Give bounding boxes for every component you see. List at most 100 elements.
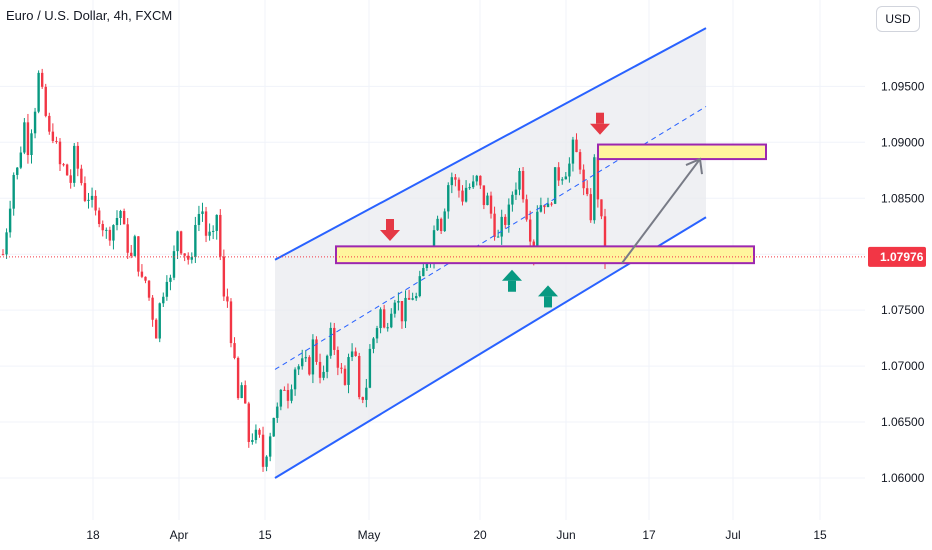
candle-body	[415, 296, 418, 299]
candle-body	[137, 236, 140, 272]
price-tick-label: 1.09000	[881, 135, 925, 149]
date-tick-label: Jul	[725, 528, 740, 542]
candle-body	[69, 175, 72, 183]
candle-body	[561, 179, 564, 181]
candle-body	[400, 301, 404, 322]
candle-body	[297, 366, 300, 370]
candle-body	[500, 216, 503, 237]
candle-body	[254, 429, 258, 441]
date-tick-label: Jun	[556, 528, 575, 542]
candle-body	[40, 72, 44, 87]
candle-body	[293, 369, 297, 390]
candle-body	[147, 280, 151, 298]
candle-body	[318, 361, 322, 378]
arrow-down-shaft	[596, 112, 604, 124]
candle-body	[557, 167, 560, 181]
symbol-title[interactable]: Euro / U.S. Dollar, 4h, FXCM	[6, 8, 173, 23]
candle-body	[179, 231, 183, 254]
candle-body	[361, 397, 364, 400]
candle-body	[101, 223, 104, 231]
candle-body	[443, 211, 446, 232]
date-tick-label: May	[358, 528, 381, 542]
candle-body	[585, 188, 589, 195]
candle-body	[600, 199, 603, 217]
candle-body	[322, 371, 325, 378]
candle-body	[8, 208, 12, 233]
price-tick-label: 1.08500	[881, 191, 925, 205]
arrow-down-head	[380, 230, 400, 242]
candle-body	[536, 211, 539, 257]
candle-body	[211, 230, 215, 232]
candle-body	[23, 122, 26, 153]
candle-body	[404, 297, 407, 322]
candle-body	[115, 218, 119, 226]
candle-body	[582, 169, 585, 189]
candle-body	[578, 152, 582, 170]
date-tick-label: 17	[642, 528, 656, 542]
candle-body	[425, 263, 429, 269]
candle-body	[162, 296, 165, 304]
candle-body	[151, 297, 154, 320]
drawings	[0, 27, 865, 479]
candle-body	[603, 216, 607, 261]
price-tick-label: 1.06500	[881, 415, 925, 429]
candle-body	[133, 236, 136, 257]
currency-button[interactable]: USD	[876, 6, 920, 32]
candle-body	[261, 434, 265, 467]
candle-body	[108, 229, 112, 241]
candle-body	[236, 357, 240, 399]
arrow-up-head	[502, 269, 522, 281]
projection-arrow-head	[685, 157, 703, 175]
candle-body	[290, 389, 293, 401]
candle-body	[571, 139, 575, 164]
candle-body	[593, 157, 596, 221]
date-tick-label: Apr	[170, 528, 189, 542]
price-tick-label: 1.06000	[881, 471, 925, 485]
candle-body	[194, 224, 197, 258]
candle-body	[62, 164, 65, 166]
candle-body	[268, 436, 272, 457]
candle-body	[251, 440, 254, 442]
price-tick-label: 1.07500	[881, 303, 925, 317]
current-price-label: 1.07976	[880, 250, 924, 264]
candle-body	[51, 131, 55, 141]
projection-arrow-line	[621, 158, 701, 264]
candle-body	[393, 302, 397, 314]
candle-body	[219, 214, 222, 257]
candle-body	[336, 349, 340, 368]
candle-body	[461, 190, 464, 202]
axes: 1.095001.090001.085001.080001.075001.070…	[86, 79, 926, 542]
candle-body	[358, 355, 361, 398]
candle-body	[112, 225, 115, 241]
date-tick-label: 20	[473, 528, 487, 542]
candle-body	[546, 203, 550, 208]
arrow-up-shaft	[508, 280, 516, 292]
candle-body	[190, 257, 193, 260]
date-tick-label: 18	[86, 528, 100, 542]
candle-body	[382, 309, 386, 328]
current-price-tag	[868, 246, 926, 267]
candle-body	[350, 351, 354, 358]
arrow-up-marker	[538, 285, 558, 308]
candle-body	[215, 214, 218, 231]
candle-body	[528, 219, 532, 242]
candle-body	[48, 115, 51, 132]
candle-body	[201, 211, 204, 214]
candle-body	[589, 194, 592, 221]
candle-body	[197, 213, 201, 225]
candle-body	[144, 276, 147, 281]
candle-body	[90, 195, 94, 200]
candle-body	[76, 145, 80, 169]
candle-body	[105, 229, 108, 231]
candle-body	[539, 205, 543, 212]
candle-body	[472, 181, 475, 188]
candle-body	[240, 385, 243, 399]
candle-body	[276, 406, 279, 418]
candle-body	[407, 297, 411, 300]
candle-body	[439, 218, 443, 232]
candle-body	[233, 343, 236, 358]
candle-body	[596, 157, 600, 200]
candle-body	[375, 328, 379, 339]
candle-body	[308, 357, 311, 375]
